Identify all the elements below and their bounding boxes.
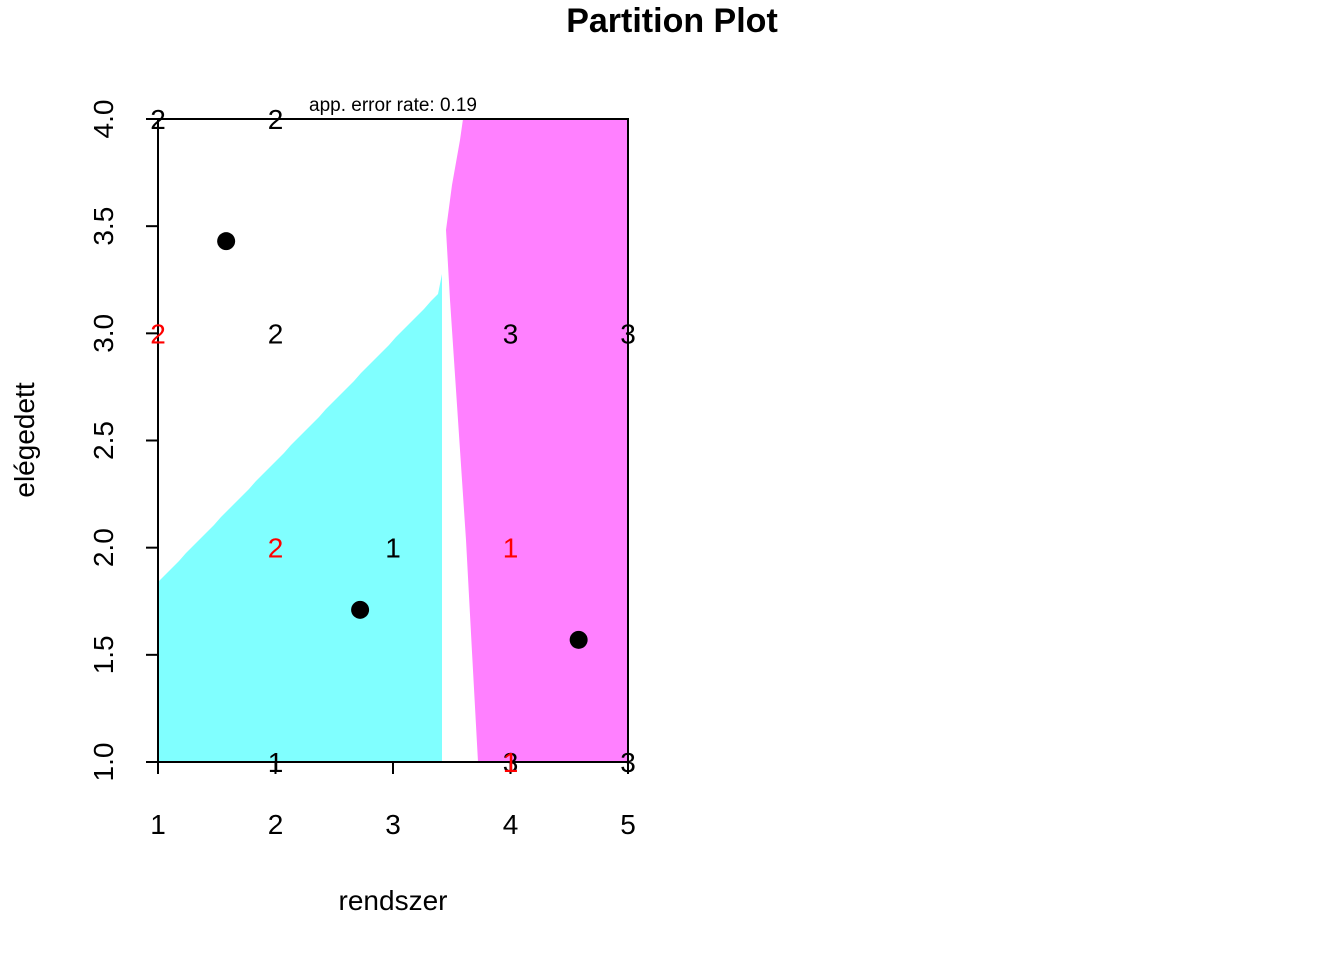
observation-label: 3 [620,747,636,778]
y-tick-label: 3.0 [88,314,119,353]
class-centroids [217,232,588,649]
observation-label: 1 [268,747,284,778]
x-axis: 1 2 3 4 5 [150,761,636,840]
partition-regions [158,119,628,762]
y-tick-label: 3.5 [88,207,119,246]
observation-label: 1 [385,533,401,564]
x-tick-label: 2 [268,809,284,840]
centroid-point [351,600,370,619]
y-axis: 1.0 1.5 2.0 2.5 3.0 3.5 4.0 [88,100,159,782]
observation-label: 2 [268,318,284,349]
observation-label: 3 [620,318,636,349]
observation-label: 3 [503,318,519,349]
chart-title: Partition Plot [566,2,778,40]
observation-label: 1 [503,533,519,564]
observation-labels: 2 22 2 3 32 1 11 31 3 [150,104,636,778]
x-tick-label: 1 [150,809,166,840]
observation-label: 2 [150,104,166,135]
y-tick-label: 2.5 [88,421,119,460]
observation-label: 2 [150,318,166,349]
x-tick-label: 5 [620,809,636,840]
observation-label: 3 [503,747,519,778]
x-tick-label: 4 [503,809,519,840]
centroid-point [569,630,588,649]
observation-label: 2 [268,533,284,564]
observation-label: 1 [503,747,519,778]
centroid-point [217,232,236,251]
chart-subtitle: app. error rate: 0.19 [309,95,477,116]
y-axis-label: elégedett [9,382,40,497]
x-tick-label: 3 [385,809,401,840]
y-tick-label: 2.0 [88,528,119,567]
y-tick-label: 4.0 [88,100,119,139]
y-tick-label: 1.0 [88,743,119,782]
observation-label: 2 [268,104,284,135]
y-tick-label: 1.5 [88,635,119,674]
x-axis-label: rendszer [339,885,448,916]
region-class-1 [158,274,442,762]
region-class-3 [446,119,628,762]
